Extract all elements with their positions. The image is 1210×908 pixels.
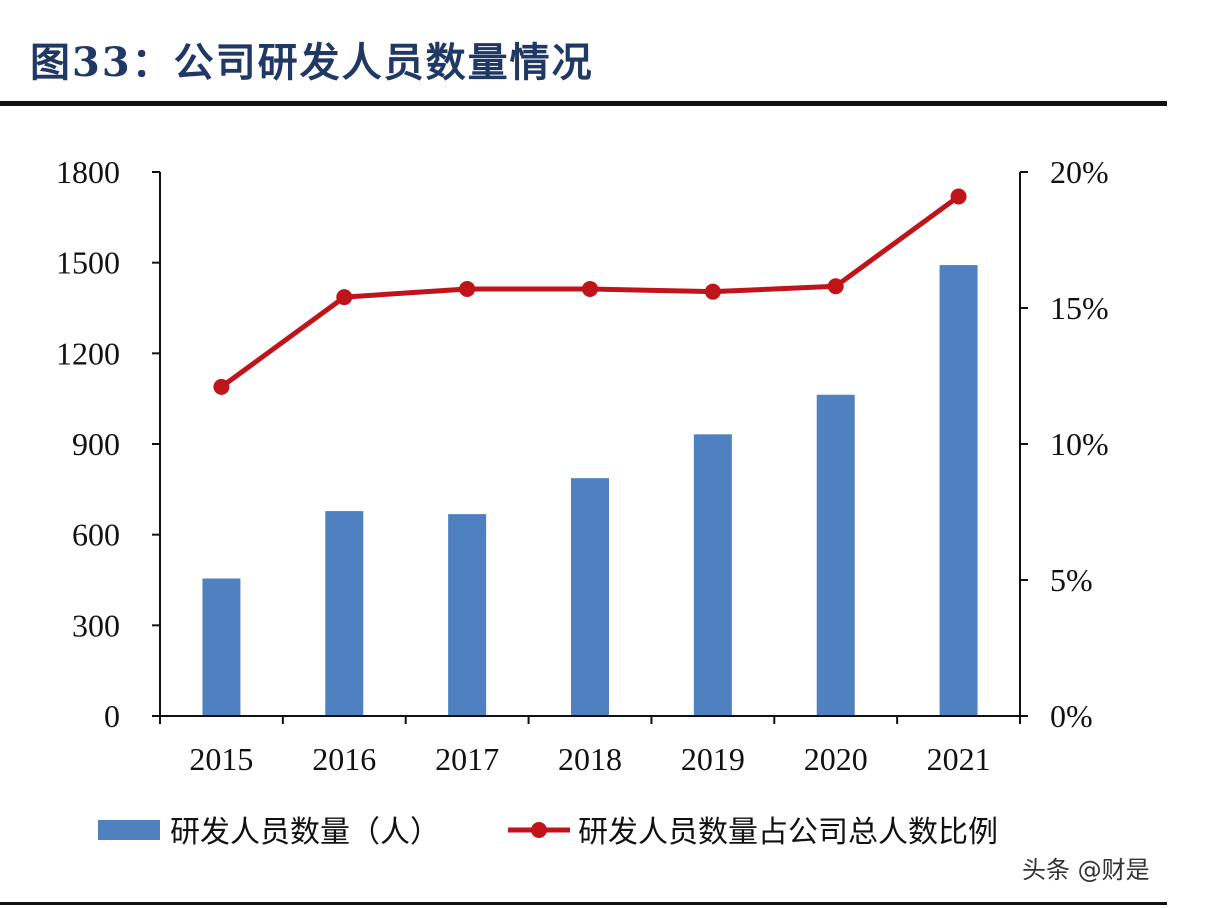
ratio-point-2021 [950, 188, 967, 205]
legend-swatch-bar [98, 820, 160, 840]
bar-2020 [816, 394, 855, 716]
left-tick-label: 1500 [56, 245, 120, 281]
right-tick-label: 20% [1050, 154, 1109, 190]
x-tick-label: 2016 [312, 741, 376, 777]
legend-label-line: 研发人员数量占公司总人数比例 [578, 815, 998, 850]
bar-2017 [448, 514, 487, 716]
bar-2018 [571, 478, 609, 716]
x-tick-label: 2017 [435, 741, 499, 777]
x-tick-label: 2020 [804, 741, 868, 777]
ratio-point-2017 [459, 280, 476, 297]
title-divider [0, 101, 1167, 106]
x-tick-label: 2019 [681, 741, 745, 777]
bar-2021 [939, 265, 978, 716]
left-tick-label: 300 [72, 607, 120, 643]
x-tick-label: 2021 [927, 741, 991, 777]
watermark: 头条 @财是 [1022, 856, 1150, 884]
ratio-point-2015 [213, 378, 230, 395]
ratio-point-2018 [582, 280, 598, 297]
left-tick-label: 600 [72, 517, 120, 553]
right-tick-label: 5% [1050, 562, 1093, 598]
ratio-point-2019 [704, 283, 721, 300]
x-tick-label: 2018 [558, 741, 622, 777]
legend-label-bar: 研发人员数量（人） [170, 815, 440, 850]
bar-2016 [325, 511, 364, 716]
right-tick-label: 0% [1050, 698, 1093, 734]
right-tick-label: 15% [1050, 290, 1109, 326]
right-tick-label: 10% [1050, 426, 1109, 462]
bottom-divider [0, 902, 1167, 905]
chart-title: 图33：公司研发人员数量情况 [30, 39, 594, 86]
bar-2019 [693, 434, 732, 716]
left-tick-label: 900 [72, 426, 120, 462]
ratio-point-2016 [336, 289, 353, 306]
ratio-point-2020 [827, 278, 844, 295]
left-tick-label: 1200 [56, 335, 120, 371]
bar-2015 [202, 578, 241, 716]
left-tick-label: 0 [104, 698, 120, 734]
x-tick-label: 2015 [189, 741, 253, 777]
left-tick-label: 1800 [56, 154, 120, 190]
legend-swatch-marker [531, 822, 547, 838]
